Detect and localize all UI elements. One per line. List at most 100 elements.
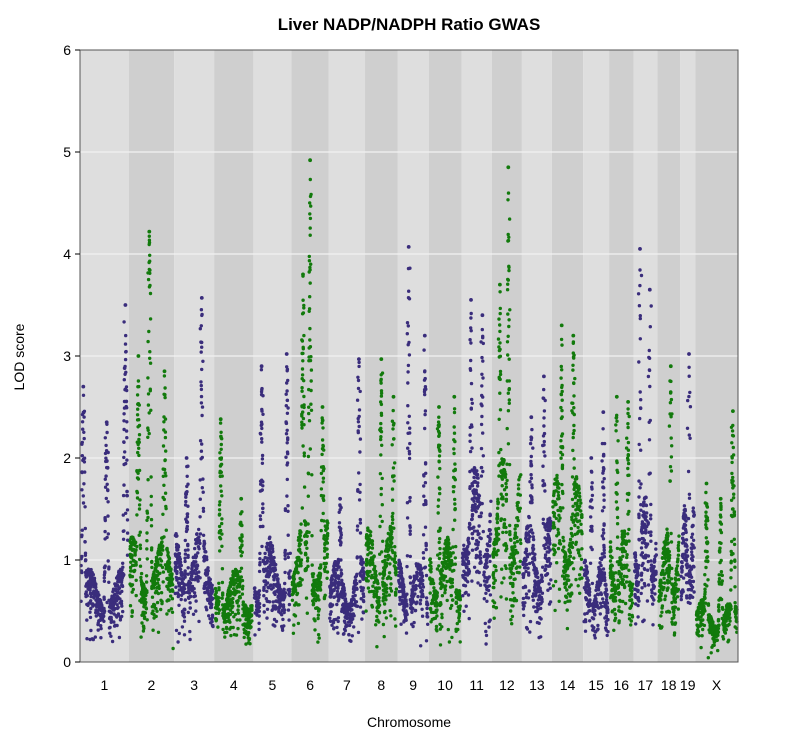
- snp-point: [401, 595, 405, 599]
- snp-point: [560, 432, 565, 436]
- snp-point: [560, 453, 565, 457]
- snp-point: [147, 267, 151, 272]
- snp-point: [398, 563, 402, 567]
- snp-point: [443, 591, 447, 595]
- snp-point: [140, 597, 144, 601]
- snp-point: [418, 602, 422, 606]
- snp-point: [355, 528, 360, 532]
- snp-point: [323, 546, 327, 551]
- snp-point: [306, 494, 310, 498]
- snp-point: [201, 490, 205, 494]
- snp-point: [335, 592, 339, 597]
- snp-point: [217, 581, 221, 585]
- snp-point: [303, 551, 308, 555]
- snp-point: [481, 359, 485, 363]
- snp-point: [400, 598, 404, 603]
- snp-point: [319, 487, 324, 491]
- snp-point: [368, 534, 373, 538]
- snp-point: [454, 629, 458, 633]
- snp-point: [422, 566, 427, 570]
- snp-point: [542, 409, 547, 413]
- snp-point: [235, 601, 239, 605]
- snp-point: [197, 619, 201, 624]
- snp-point: [475, 484, 480, 488]
- snp-point: [337, 538, 342, 543]
- snp-point: [265, 589, 269, 593]
- snp-point: [303, 542, 308, 547]
- snp-point: [569, 526, 573, 531]
- snp-point: [128, 539, 132, 544]
- snp-point: [268, 570, 272, 574]
- snp-point: [298, 576, 302, 581]
- snp-point: [497, 474, 501, 478]
- snp-point: [175, 578, 179, 582]
- snp-point: [85, 618, 89, 622]
- snp-point: [201, 359, 205, 363]
- snp-point: [239, 523, 243, 527]
- snp-point: [510, 547, 515, 551]
- snp-point: [530, 486, 534, 490]
- snp-point: [464, 578, 468, 582]
- snp-point: [596, 627, 600, 631]
- snp-point: [362, 574, 366, 578]
- snp-point: [506, 312, 510, 316]
- snp-point: [198, 327, 202, 331]
- snp-point: [357, 360, 361, 365]
- snp-point: [405, 554, 410, 558]
- snp-point: [258, 517, 263, 522]
- snp-point: [580, 547, 584, 551]
- snp-point: [109, 620, 113, 624]
- snp-point: [451, 485, 456, 489]
- snp-point: [379, 453, 383, 457]
- snp-point: [393, 617, 397, 621]
- snp-point: [283, 548, 287, 553]
- snp-point: [445, 540, 450, 545]
- snp-point: [268, 541, 272, 546]
- snp-point: [568, 554, 572, 558]
- snp-point: [300, 351, 304, 356]
- snp-point: [602, 543, 606, 548]
- snp-point: [109, 600, 113, 604]
- snp-point: [379, 437, 383, 442]
- snp-point: [358, 531, 363, 535]
- snp-point: [147, 234, 151, 238]
- snp-point: [488, 544, 492, 548]
- snp-point: [557, 482, 561, 486]
- snp-point: [346, 612, 351, 617]
- snp-point: [357, 424, 361, 429]
- snp-point: [399, 622, 403, 626]
- snp-point: [481, 341, 485, 346]
- snp-point: [573, 495, 578, 500]
- snp-point: [497, 463, 501, 468]
- snp-point: [145, 557, 149, 561]
- snp-point: [452, 410, 457, 415]
- snp-point: [375, 614, 379, 619]
- snp-point: [434, 600, 438, 604]
- snp-point: [546, 517, 550, 521]
- snp-point: [122, 455, 126, 460]
- snp-point: [394, 587, 399, 591]
- snp-point: [361, 566, 365, 570]
- snp-point: [332, 618, 336, 622]
- snp-point: [218, 451, 222, 455]
- snp-point: [570, 475, 575, 479]
- snp-point: [418, 581, 423, 586]
- snp-point: [479, 536, 483, 541]
- snp-point: [408, 431, 412, 435]
- snp-point: [257, 595, 261, 600]
- snp-point: [579, 566, 584, 570]
- snp-point: [199, 340, 203, 344]
- snp-point: [222, 610, 226, 614]
- snp-point: [423, 392, 427, 397]
- snp-point: [123, 357, 128, 362]
- snp-point: [304, 596, 309, 600]
- snp-point: [309, 192, 313, 197]
- snp-point: [207, 614, 211, 618]
- snp-point: [133, 568, 137, 573]
- snp-point: [349, 608, 353, 612]
- snp-point: [186, 504, 190, 508]
- snp-point: [374, 578, 378, 582]
- snp-point: [193, 546, 197, 551]
- snp-point: [150, 565, 154, 570]
- snp-point: [461, 559, 465, 563]
